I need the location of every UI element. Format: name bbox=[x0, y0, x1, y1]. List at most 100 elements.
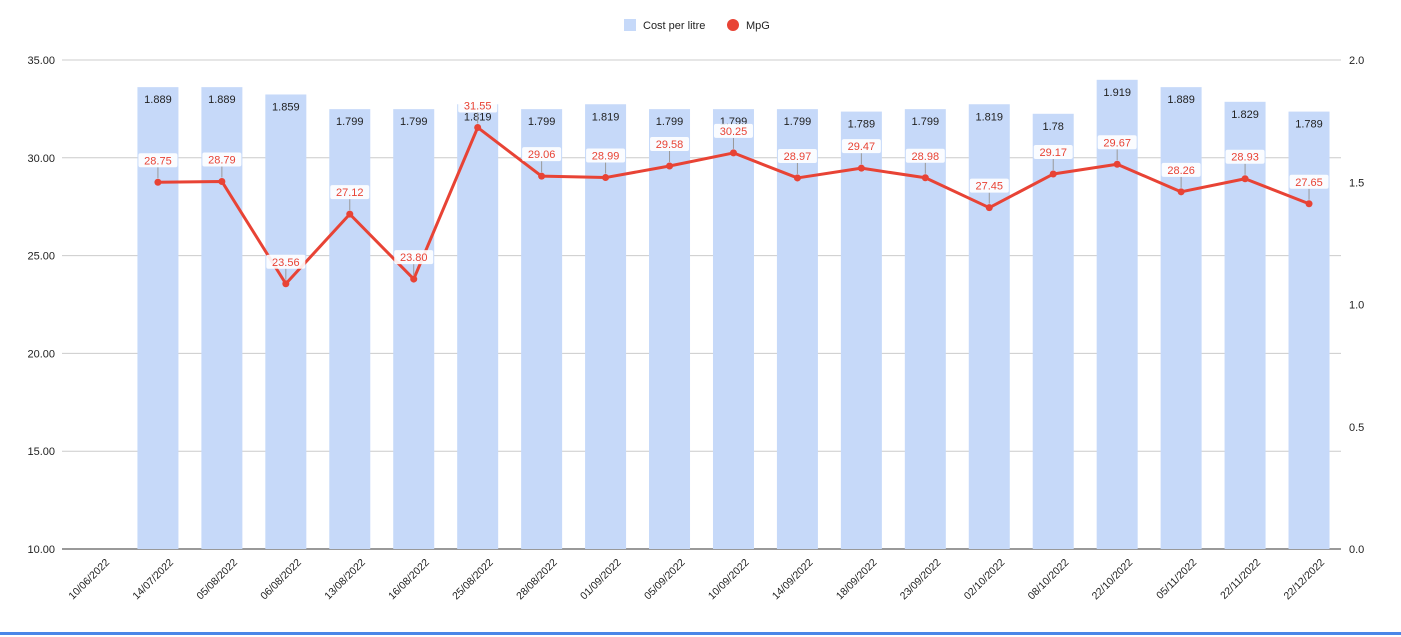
legend-label: MpG bbox=[746, 20, 770, 32]
mpg-label-bg bbox=[522, 147, 562, 162]
mpg-data-label: 31.55 bbox=[464, 100, 492, 112]
mpg-point bbox=[282, 280, 290, 288]
mpg-label-bg bbox=[1225, 149, 1265, 164]
bar-data-label: 1.889 bbox=[144, 94, 172, 106]
mpg-data-label: 28.99 bbox=[592, 151, 620, 163]
x-axis: 10/06/2022 14/07/2022 05/08/2022 06/08/2022… bbox=[66, 557, 1327, 603]
mpg-point bbox=[410, 275, 418, 283]
x-axis-tick-label: 14/09/2022 bbox=[770, 557, 816, 603]
mpg-label-bg bbox=[202, 152, 242, 167]
bar-data-label: 1.819 bbox=[592, 111, 620, 123]
left-axis-tick-label: 15.00 bbox=[27, 446, 55, 458]
mpg-data-label: 28.98 bbox=[912, 151, 940, 163]
bar bbox=[712, 109, 754, 549]
mpg-point bbox=[1113, 160, 1121, 168]
mpg-data-label: 27.45 bbox=[976, 181, 1004, 193]
mpg-label-bg bbox=[713, 123, 753, 138]
x-axis-tick-label: 01/09/2022 bbox=[578, 557, 624, 603]
x-axis-tick-label: 10/06/2022 bbox=[66, 557, 112, 603]
bar-data-label: 1.799 bbox=[528, 116, 556, 128]
x-axis-tick-label: 16/08/2022 bbox=[386, 557, 432, 603]
right-axis-tick-label: 0.0 bbox=[1349, 544, 1364, 556]
mpg-data-label: 27.65 bbox=[1295, 177, 1323, 189]
mpg-data-label: 28.26 bbox=[1167, 165, 1195, 177]
legend-item-cost-per-litre[interactable]: Cost per litre bbox=[624, 19, 705, 32]
bar bbox=[840, 111, 882, 549]
bar-data-label: 1.789 bbox=[1295, 119, 1323, 131]
bar-data-label: 1.799 bbox=[400, 116, 428, 128]
bar-data-label: 1.829 bbox=[1231, 109, 1259, 121]
x-axis-tick-label: 10/09/2022 bbox=[706, 557, 752, 603]
bar bbox=[265, 94, 307, 550]
bar-data-label: 1.859 bbox=[272, 101, 300, 113]
left-axis-tick-label: 20.00 bbox=[27, 348, 55, 360]
x-axis-tick-label: 05/09/2022 bbox=[642, 557, 688, 603]
legend-swatch-square bbox=[624, 19, 636, 31]
legend-item-mpg[interactable]: MpG bbox=[727, 19, 770, 32]
x-axis-tick-label: 22/10/2022 bbox=[1090, 557, 1136, 603]
mpg-data-label: 30.25 bbox=[720, 126, 748, 138]
mpg-label-bg bbox=[777, 148, 817, 163]
mpg-line-series bbox=[154, 123, 1313, 288]
mpg-point bbox=[921, 174, 929, 182]
mpg-point bbox=[1049, 170, 1057, 178]
left-axis-tick-label: 30.00 bbox=[27, 153, 55, 165]
x-axis-tick-label: 22/12/2022 bbox=[1281, 557, 1327, 603]
bar bbox=[393, 109, 435, 549]
mpg-label-bg bbox=[266, 254, 306, 269]
mpg-label-bg bbox=[1289, 174, 1329, 189]
bar-data-label: 1.799 bbox=[336, 116, 364, 128]
bar bbox=[457, 104, 499, 549]
x-axis-tick-label: 05/08/2022 bbox=[194, 557, 240, 603]
left-axis: 10.00 15.00 20.00 25.00 30.00 35.00 bbox=[27, 55, 55, 556]
mpg-label-bg bbox=[650, 137, 690, 152]
mpg-point bbox=[218, 177, 226, 185]
mpg-point bbox=[154, 178, 162, 186]
mpg-data-label: 28.97 bbox=[784, 151, 812, 163]
mpg-point bbox=[602, 174, 610, 182]
mpg-label-bg bbox=[841, 139, 881, 154]
right-axis-tick-label: 1.5 bbox=[1349, 177, 1364, 189]
bar bbox=[776, 109, 818, 549]
bar-data-label: 1.799 bbox=[656, 116, 684, 128]
mpg-data-label: 29.06 bbox=[528, 149, 556, 161]
mpg-data-label: 29.67 bbox=[1103, 137, 1131, 149]
mpg-point bbox=[666, 162, 674, 170]
legend[interactable]: Cost per litre MpG bbox=[624, 19, 770, 32]
mpg-point bbox=[793, 174, 801, 182]
bar bbox=[1032, 113, 1074, 549]
mpg-label-bg bbox=[905, 148, 945, 163]
legend-label: Cost per litre bbox=[643, 20, 705, 32]
bottom-border bbox=[0, 632, 1401, 635]
mpg-label-bg bbox=[1097, 135, 1137, 150]
x-axis-tick-label: 02/10/2022 bbox=[962, 557, 1008, 603]
bar-data-label: 1.789 bbox=[848, 119, 876, 131]
left-axis-tick-label: 10.00 bbox=[27, 544, 55, 556]
x-axis-tick-label: 05/11/2022 bbox=[1154, 557, 1199, 602]
mpg-point bbox=[346, 210, 354, 218]
x-axis-tick-label: 06/08/2022 bbox=[258, 557, 304, 603]
mpg-label-bg bbox=[969, 178, 1009, 193]
right-axis-tick-label: 2.0 bbox=[1349, 55, 1364, 67]
left-axis-tick-label: 35.00 bbox=[27, 55, 55, 67]
mpg-label-bg bbox=[1161, 162, 1201, 177]
right-axis-tick-label: 1.0 bbox=[1349, 300, 1364, 312]
bar-data-label: 1.889 bbox=[208, 94, 236, 106]
mpg-data-label: 29.17 bbox=[1039, 147, 1067, 159]
bar bbox=[521, 109, 563, 549]
bar bbox=[649, 109, 691, 549]
bar bbox=[1160, 87, 1202, 550]
mpg-label-bg bbox=[1033, 145, 1073, 160]
x-axis-tick-label: 14/07/2022 bbox=[130, 557, 176, 603]
mpg-data-label: 23.80 bbox=[400, 252, 428, 264]
cost-per-litre-labels: 1.889 1.889 1.859 1.799 1.799 1.819 1.799 1.819… bbox=[144, 87, 1323, 133]
x-axis-tick-label: 28/08/2022 bbox=[514, 557, 560, 603]
gridlines bbox=[62, 59, 1341, 550]
bar bbox=[329, 109, 371, 549]
mpg-label-bg bbox=[458, 98, 498, 113]
right-axis: 0.0 0.5 1.0 1.5 2.0 bbox=[1349, 55, 1364, 556]
mpg-label-bg bbox=[138, 153, 178, 168]
mpg-data-label: 27.12 bbox=[336, 187, 364, 199]
